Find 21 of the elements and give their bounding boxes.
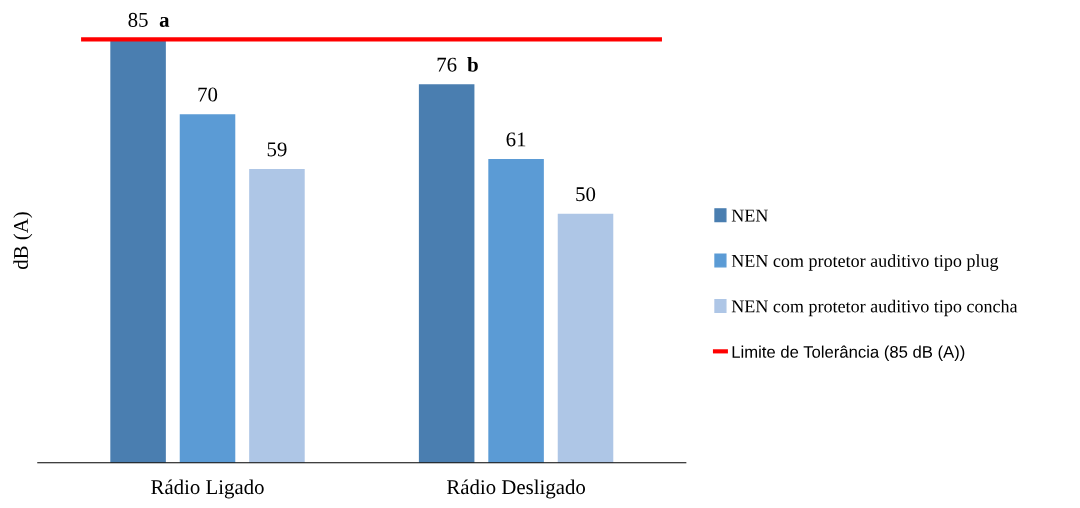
bar <box>110 39 166 463</box>
annotation: b <box>467 57 478 72</box>
bar <box>557 213 614 463</box>
data-label: 70 <box>198 87 218 102</box>
text: a <box>159 16 170 27</box>
bar <box>418 84 475 463</box>
legend-label: NEN com protetor auditivo tipo plug <box>731 254 999 271</box>
legend-label: Limite de Tolerância (85 dB (A)) <box>732 345 965 362</box>
x-tick-label: Rádio Desligado <box>446 479 586 499</box>
x-tick-label: Rádio Ligado <box>151 479 264 499</box>
y-axis-title: dB (A) <box>13 212 33 270</box>
data-label: 61 <box>506 132 526 147</box>
data-label: 50 <box>576 187 596 202</box>
bar <box>179 114 236 463</box>
data-label: 76 <box>437 57 457 72</box>
data-label: 59 <box>267 142 287 157</box>
bar <box>249 168 305 463</box>
bar <box>488 158 544 463</box>
legend-label: NEN <box>731 209 768 222</box>
data-label: 85 <box>128 12 148 27</box>
legend-label: NEN com protetor auditivo tipo concha <box>731 299 1018 317</box>
